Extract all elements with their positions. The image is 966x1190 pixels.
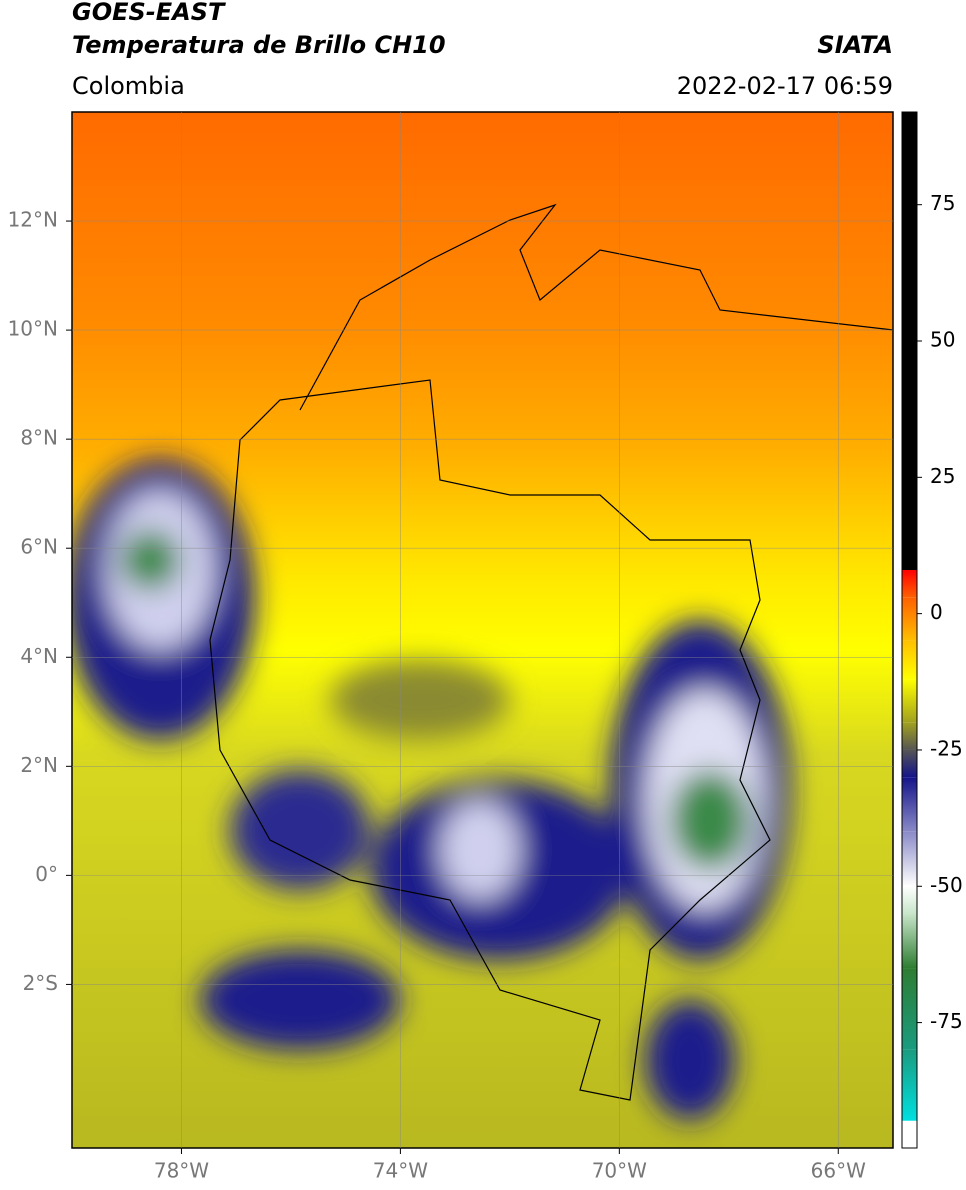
x-tick-label: 70°W [592, 1159, 647, 1183]
y-tick-label: 2°N [20, 753, 58, 777]
colorbar-segment [902, 1120, 917, 1148]
colorbar-segment [902, 722, 917, 750]
x-tick-label: 74°W [373, 1159, 428, 1183]
colorbar-frame [901, 111, 918, 1149]
colorbar-segment [902, 777, 917, 832]
colorbar-tick-label: -75 [930, 1009, 963, 1033]
agency: SIATA [817, 31, 893, 59]
region: Colombia [72, 72, 185, 100]
y-tick-label: 2°S [23, 971, 58, 995]
colorbar-tick-label: 50 [930, 328, 955, 352]
y-tick-label: 10°N [8, 317, 58, 341]
colorbar-segment [902, 679, 917, 723]
y-tick-label: 8°N [20, 426, 58, 450]
colorbar-segment [902, 597, 917, 641]
y-tick-label: 6°N [20, 535, 58, 559]
colorbar-segment [902, 886, 917, 914]
y-tick-label: 4°N [20, 644, 58, 668]
colorbar-segment [902, 1049, 917, 1121]
colorbar-segment [902, 570, 917, 598]
product: Temperatura de Brillo CH10 [72, 31, 446, 59]
x-tick-label: 78°W [154, 1159, 209, 1183]
colorbar-segment [902, 112, 917, 571]
borders [209, 203, 893, 1101]
y-tick-label: 0° [35, 862, 58, 886]
colorbar-segment [902, 749, 917, 778]
colorbar-tick-label: 0 [930, 600, 943, 624]
colorbar-tick-label: 25 [930, 464, 955, 488]
imagery [72, 112, 893, 1148]
colorbar-segment [902, 968, 917, 1050]
colorbar-segment [902, 640, 917, 680]
colorbar-tick-label: 75 [930, 191, 955, 215]
clouds [72, 460, 790, 1120]
y-tick-label: 12°N [8, 208, 58, 232]
colorbar-tick-label: -50 [930, 873, 963, 897]
colorbar-tick-label: -25 [930, 736, 963, 760]
datetime: 2022-02-17 06:59 [677, 72, 893, 100]
satellite: GOES-EAST [72, 0, 226, 26]
colorbar-segment [902, 913, 917, 969]
map-frame [71, 111, 894, 1149]
colorbar-segment [902, 831, 917, 887]
x-tick-label: 66°W [811, 1159, 866, 1183]
